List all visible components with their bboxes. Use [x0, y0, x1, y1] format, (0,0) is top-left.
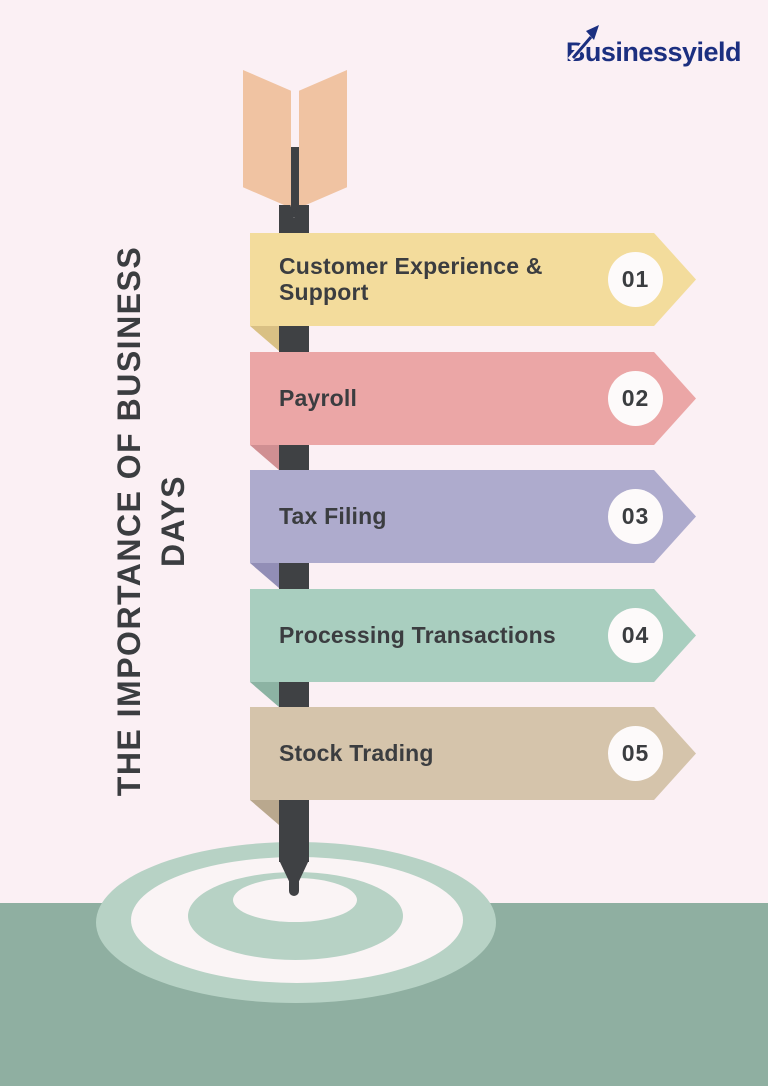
- list-item: Customer Experience & Support 01: [250, 233, 696, 351]
- arrow-fletching-left-icon: [243, 70, 291, 208]
- logo-letter-b: B: [566, 25, 599, 68]
- banner-label: Tax Filing: [279, 502, 387, 529]
- arrow-tip: [279, 860, 309, 881]
- banner-number: 01: [608, 252, 663, 307]
- list-item: Tax Filing 03: [250, 470, 696, 588]
- ribbon-fold: [250, 326, 279, 351]
- page-title-line2: DAYS: [155, 475, 191, 567]
- ribbon-fold: [250, 682, 279, 707]
- arrow-fletching-right-icon: [299, 70, 347, 208]
- banner-number: 04: [608, 608, 663, 663]
- ribbon-fold: [250, 563, 279, 588]
- ribbon-banner: Customer Experience & Support: [250, 233, 696, 326]
- list-item: Payroll 02: [250, 352, 696, 470]
- list-item: Processing Transactions 04: [250, 589, 696, 707]
- logo-text: usinessyield: [584, 37, 742, 67]
- list-item: Stock Trading 05: [250, 707, 696, 825]
- arrow-tip-point: [289, 878, 299, 896]
- banner-label: Customer Experience & Support: [279, 252, 543, 305]
- page-title-line1: THE IMPORTANCE OF BUSINESS: [111, 245, 147, 797]
- ribbon-fold: [250, 800, 279, 825]
- banner-label: Processing Transactions: [279, 621, 556, 648]
- page-title: THE IMPORTANCE OF BUSINESS DAYS: [107, 241, 197, 801]
- arrow-shaft-thin: [290, 147, 299, 217]
- ribbon-fold: [250, 445, 279, 470]
- banner-number: 02: [608, 371, 663, 426]
- banner-label: Payroll: [279, 384, 358, 411]
- brand-logo: B usinessyield: [566, 25, 742, 68]
- banner-label: Stock Trading: [279, 739, 434, 766]
- banner-number: 03: [608, 489, 663, 544]
- banner-number: 05: [608, 726, 663, 781]
